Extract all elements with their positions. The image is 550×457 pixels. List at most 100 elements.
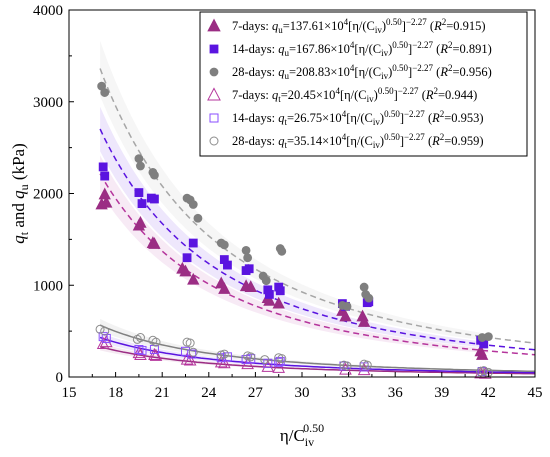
- data-point: [218, 356, 231, 369]
- legend-marker: [209, 67, 219, 77]
- data-point: [150, 170, 159, 180]
- x-tick-label: 33: [341, 385, 356, 401]
- data-point: [339, 309, 352, 322]
- data-point: [357, 315, 371, 327]
- data-point: [134, 188, 144, 197]
- legend-marker: [209, 136, 219, 146]
- data-point: [264, 290, 274, 299]
- fit-curve: [99, 173, 536, 356]
- x-tick-label: 21: [155, 385, 170, 401]
- data-point: [95, 324, 105, 334]
- data-point: [100, 88, 110, 97]
- confidence-band: [100, 155, 489, 354]
- confidence-band: [100, 318, 489, 372]
- data-point: [244, 280, 257, 292]
- legend-entry: 14-days: qt=26.75×104[η/(Civ)0.50]−2.27 …: [232, 109, 484, 127]
- fit-curve: [99, 68, 536, 344]
- legend-entry: 7-days: qu=137.61×104[η/(Civ)0.50]−2.27 …: [232, 17, 486, 35]
- legend-marker: [207, 87, 221, 101]
- data-point: [137, 345, 147, 355]
- fit-curve: [99, 346, 536, 375]
- x-tick-label: 18: [108, 385, 123, 401]
- x-tick-label: 42: [481, 385, 496, 401]
- data-point: [150, 194, 159, 204]
- data-point: [100, 326, 110, 336]
- data-point: [244, 264, 254, 274]
- y-tick-label: 0: [56, 370, 64, 386]
- data-point: [188, 200, 198, 209]
- data-point: [98, 162, 108, 172]
- data-point: [364, 293, 374, 303]
- data-point: [243, 253, 253, 263]
- data-point: [182, 253, 192, 263]
- confidence-band: [100, 106, 489, 348]
- data-point: [132, 346, 146, 359]
- data-point: [218, 282, 231, 294]
- y-tick-label: 4000: [33, 3, 63, 19]
- data-point: [187, 272, 200, 285]
- y-tick-label: 2000: [33, 187, 63, 203]
- data-point: [342, 301, 352, 311]
- x-tick-label: 27: [248, 385, 264, 401]
- data-point: [263, 293, 276, 306]
- data-point: [275, 286, 285, 296]
- data-point: [277, 354, 287, 364]
- data-point: [261, 359, 275, 372]
- data-point: [260, 355, 270, 365]
- fit-curve: [99, 128, 536, 351]
- data-point: [100, 171, 110, 181]
- data-point: [96, 336, 110, 349]
- x-tick-label: 36: [388, 385, 404, 401]
- data-point: [188, 347, 198, 357]
- data-point: [222, 352, 232, 362]
- data-point: [272, 360, 286, 373]
- data-point: [151, 337, 161, 347]
- x-tick-label: 24: [201, 385, 217, 401]
- x-axis-label: η/Civ0.50: [280, 421, 324, 449]
- data-point: [134, 215, 147, 228]
- data-point: [219, 349, 229, 359]
- confidence-band: [100, 40, 489, 341]
- data-point: [135, 333, 145, 343]
- data-point: [183, 353, 197, 366]
- data-point: [476, 348, 489, 360]
- data-point: [277, 246, 287, 256]
- data-point: [483, 332, 493, 342]
- data-point: [134, 154, 144, 164]
- data-point: [180, 352, 194, 365]
- data-points: [95, 81, 493, 379]
- y-tick-label: 3000: [33, 95, 63, 111]
- legend-entry: 28-days: qu=208.83×104[η/(Civ)0.50]−2.27…: [232, 63, 492, 81]
- data-point: [246, 352, 256, 362]
- legend-entry: 14-days: qu=167.86×104[η/(Civ)0.50]−2.27…: [232, 40, 492, 58]
- data-point: [187, 349, 197, 359]
- y-tick-label: 1000: [33, 278, 63, 294]
- data-point: [148, 237, 161, 249]
- data-point: [261, 276, 271, 286]
- data-point: [188, 238, 198, 248]
- data-point: [99, 335, 113, 348]
- legend-entry: 28-days: qt=35.14×104[η/(Civ)0.50]−2.27 …: [232, 132, 484, 150]
- fit-curves: [99, 40, 536, 375]
- data-point: [185, 338, 195, 348]
- confidence-band: [100, 343, 489, 374]
- x-tick-label: 15: [62, 385, 77, 401]
- axes: 15 18 21 24 27 30 33 36 39 42 45 0 1000 2000 3000 4000: [33, 3, 543, 401]
- data-point: [148, 347, 161, 360]
- fit-curve: [99, 324, 536, 373]
- legend-box: [199, 11, 528, 157]
- x-tick-label: 30: [295, 385, 310, 401]
- data-point: [362, 360, 372, 370]
- legend-marker: [207, 18, 221, 32]
- x-tick-label: 39: [434, 385, 449, 401]
- data-point: [100, 195, 113, 208]
- legend-marker: [209, 44, 219, 54]
- legend-marker: [209, 113, 219, 123]
- data-point: [193, 213, 203, 223]
- y-axis-label: qt and qu (kPa): [9, 143, 31, 243]
- data-point: [98, 332, 108, 342]
- data-point: [359, 282, 369, 292]
- data-point: [179, 264, 192, 277]
- data-point: [149, 348, 163, 361]
